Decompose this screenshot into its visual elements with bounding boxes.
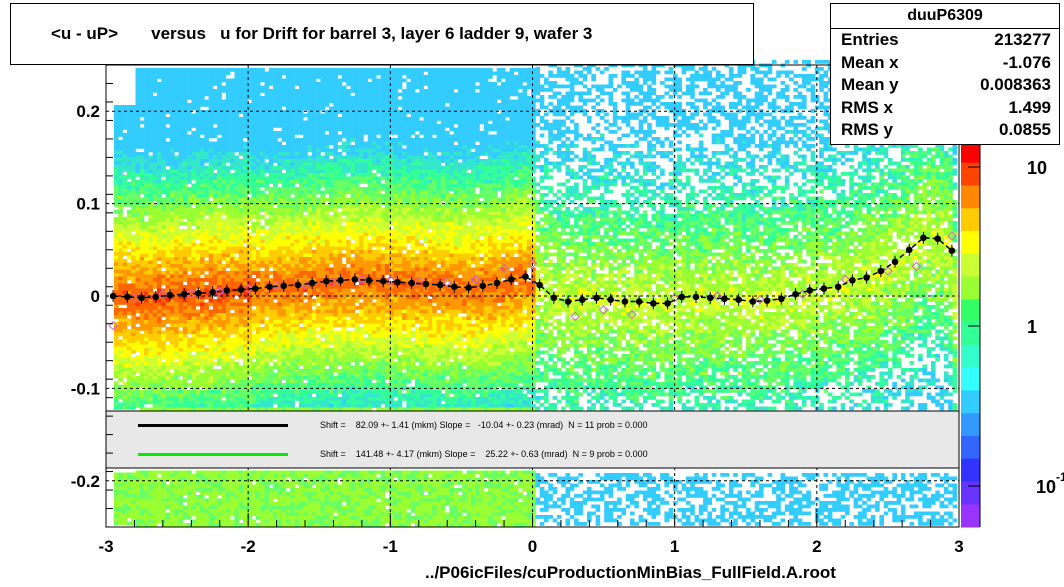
stats-name: duuP6309 [831,4,1059,29]
pink-profile-point [442,277,452,287]
pink-profile-point [669,293,680,303]
stats-row-rms-y: RMS y 0.0855 [831,119,1059,142]
colorbar-cell [961,481,980,505]
footer-filename: ../P06icFiles/cuProductionMinBias_FullFi… [425,563,836,582]
pink-profile-point [215,286,225,297]
x-tick-label: 1 [670,537,679,556]
y-tick-label: 0 [91,287,100,306]
colorbar-cell [961,162,980,187]
pink-profile-point [911,261,922,272]
pink-profile-point [627,309,637,320]
colorbar-tick-label: 10 [1036,477,1056,497]
stats-label: Mean x [841,52,899,72]
profile-markers [108,231,957,331]
colorbar-cell [961,276,980,300]
colorbar-cell [961,413,980,437]
pink-profile-point [385,275,396,285]
chart-title: <u - uP> versus u for Drift for barrel 3… [51,24,593,43]
legend-green-text: Shift = 141.48 +- 4.17 (mkm) Slope = 25.… [320,449,648,459]
pink-profile-point [570,311,580,322]
heatmap-cells [114,60,958,527]
legend-green-line [138,453,288,456]
y-tick-label: -0.2 [71,472,100,491]
colorbar-cell [961,231,980,255]
x-tick-label: 2 [812,537,821,556]
axes: -3 -2 -1 0 1 2 3 -0.2 -0.1 0 0.1 0.2 [71,64,964,556]
pink-profile-point [598,305,609,315]
stats-label: RMS y [841,120,893,139]
stats-value: -1.076 [1002,52,1051,72]
stats-label: Entries [841,30,899,49]
fit-legend-box [105,410,960,469]
stats-row-rms-x: RMS x 1.499 [831,97,1059,120]
colorbar-cell [961,299,980,323]
stats-row-entries: Entries 213277 [831,29,1059,52]
pink-profile-point [108,320,118,331]
pink-profile-point [712,291,723,301]
x-tick-label: 0 [528,537,537,556]
colorbar-cell [961,458,980,482]
x-tick-label: -2 [241,537,256,556]
colorbar-cell [961,367,980,391]
colorbar-cell [961,435,980,460]
colorbar-cell [961,322,980,346]
stats-value: 0.008363 [980,75,1051,94]
x-tick-label: -1 [383,537,398,556]
colorbar-cell [961,140,980,164]
colorbar-tick-label: 1 [1027,317,1037,337]
y-tick-label: 0.1 [76,195,100,214]
stats-label: RMS x [841,97,893,117]
colorbar-cell [961,344,980,369]
colorbar-cell [961,253,980,278]
pink-profile-point [755,294,765,305]
colorbar-exponent: -1 [1056,470,1064,484]
title-box: <u - uP> versus u for Drift for barrel 3… [10,3,754,65]
x-tick-label: 3 [954,537,963,556]
colorbar-tick-label: 10 [1027,158,1047,178]
legend-black-text: Shift = 82.09 +- 1.41 (mkm) Slope = -10.… [320,420,648,430]
stats-value: 0.0855 [999,120,1051,139]
pink-profile-point [947,231,957,241]
stats-value: 1.499 [1008,97,1051,117]
stats-row-mean-x: Mean x -1.076 [831,52,1059,75]
pink-profile-point [271,281,282,291]
y-tick-label: -0.1 [71,379,100,398]
colorbar-cell [961,208,980,232]
colorbar-cell [961,185,980,209]
stats-label: Mean y [841,75,899,94]
stats-box: duuP6309 Entries 213277 Mean x -1.076 Mean… [830,3,1060,145]
pink-profile-point [414,276,424,286]
legend-black-line [138,424,288,427]
pink-profile-point [243,283,253,294]
stats-row-mean-y: Mean y 0.008363 [831,74,1059,97]
pink-profile-point [158,289,168,299]
y-tick-label: 0.2 [76,102,100,121]
colorbar-cell [961,390,980,414]
stats-value: 213277 [994,30,1051,49]
pink-profile-point [527,258,538,269]
x-tick-label: -3 [98,537,113,556]
pink-profile-point [470,274,481,285]
pink-profile-point [499,263,509,273]
pink-profile-point [357,274,367,285]
colorbar-cell [961,504,980,528]
pink-profile-point [186,288,197,298]
pink-profile-point [883,266,893,276]
